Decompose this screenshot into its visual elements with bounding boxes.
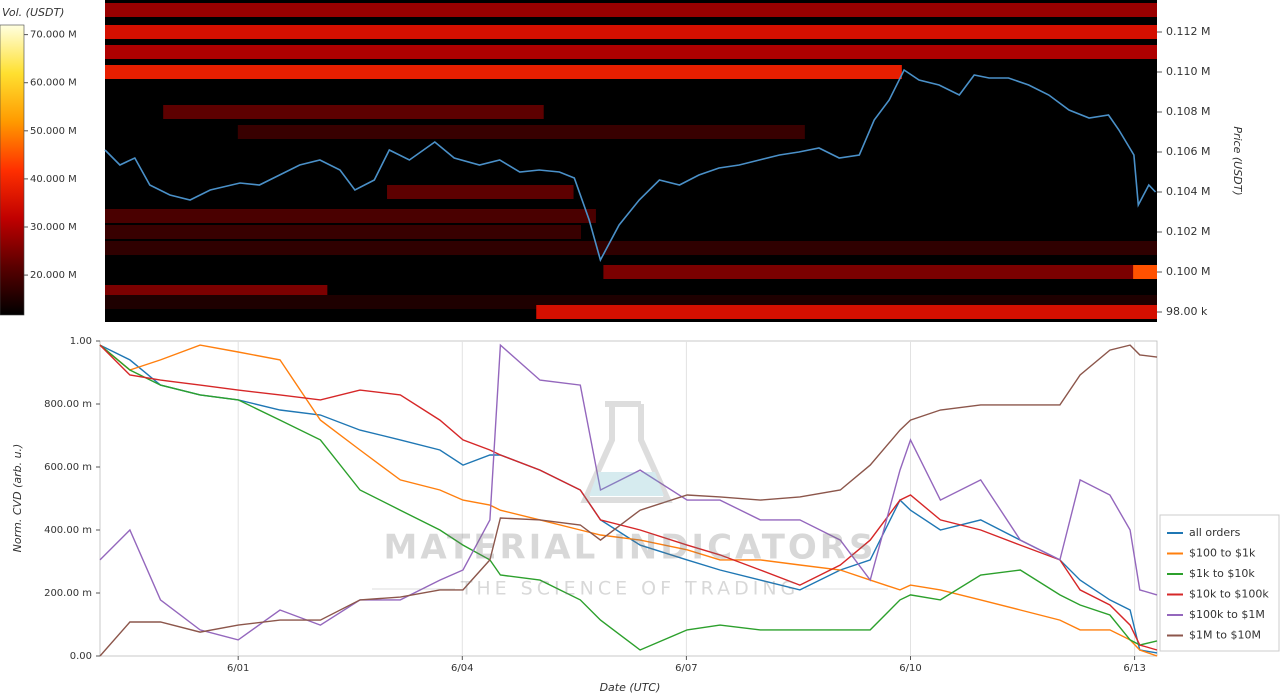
price-line <box>104 68 1157 263</box>
liquidity-band <box>105 65 902 79</box>
liquidity-band <box>105 25 1157 39</box>
price-tick-label: 0.104 M <box>1166 185 1210 198</box>
price-tick-label: 0.100 M <box>1166 265 1210 278</box>
watermark-title: MATERIAL INDICATORS <box>384 528 877 568</box>
legend-label: $1M to $10M <box>1189 629 1261 642</box>
x-axis-label: Date (UTC) <box>600 681 661 694</box>
heatmap <box>104 3 1157 319</box>
liquidity-band <box>603 265 1157 279</box>
y-tick-label: 800.00 m <box>44 399 92 410</box>
watermark: MATERIAL INDICATORS THE SCIENCE OF TRADI… <box>372 401 888 600</box>
legend-label: $100 to $1k <box>1189 547 1256 560</box>
legend-label: $10k to $100k <box>1189 588 1269 601</box>
colorbar-tick-label: 20.000 M <box>30 270 77 281</box>
cvd-line <box>99 344 1158 651</box>
price-tick-label: 0.108 M <box>1166 105 1210 118</box>
x-tick-label: 6/07 <box>675 663 697 674</box>
liquidity-band <box>105 3 1157 17</box>
watermark-icon <box>580 401 673 503</box>
colorbar-tick-label: 60.000 M <box>30 78 77 89</box>
x-tick-label: 6/01 <box>227 663 249 674</box>
liquidity-band <box>105 225 582 239</box>
legend <box>1159 514 1280 652</box>
colorbar-tick-label: 70.000 M <box>30 30 77 41</box>
price-tick-label: 0.110 M <box>1166 65 1210 78</box>
x-tick-label: 6/13 <box>1123 663 1145 674</box>
colorbar-tick-label: 30.000 M <box>30 222 77 233</box>
liquidity-band <box>1133 265 1157 279</box>
cvd-line <box>99 343 1158 641</box>
legend-label: $1k to $10k <box>1189 567 1255 580</box>
price-tick-label: 98.00 k <box>1166 305 1208 318</box>
y-tick-label: 200.00 m <box>44 588 92 599</box>
liquidity-band <box>163 105 544 119</box>
colorbar-tick-label: 50.000 M <box>30 126 77 137</box>
liquidity-band <box>387 185 574 199</box>
x-tick-label: 6/04 <box>451 663 473 674</box>
y-tick-label: 1.00 <box>70 336 92 347</box>
y-tick-label: 400.00 m <box>44 525 92 536</box>
cvd-axis-label: Norm. CVD (arb. u.) <box>11 444 24 553</box>
legend-label: $100k to $1M <box>1189 608 1265 621</box>
cvd-line <box>99 344 1158 657</box>
colorbar <box>0 24 25 316</box>
colorbar-title: Vol. (USDT) <box>2 6 64 19</box>
watermark-icon-fill <box>589 472 664 496</box>
price-tick-label: 0.102 M <box>1166 225 1210 238</box>
liquidity-band <box>105 241 1157 255</box>
cvd-frame <box>99 340 1158 657</box>
watermark-subtitle: THE SCIENCE OF TRADING <box>460 578 800 600</box>
y-tick-label: 0.00 <box>70 651 92 662</box>
colorbar-tick-label: 40.000 M <box>30 174 77 185</box>
legend-label: all orders <box>1189 526 1241 539</box>
price-axis-label: Price (USDT) <box>1231 126 1244 195</box>
price-tick-label: 0.106 M <box>1166 145 1210 158</box>
cvd-line <box>99 344 1158 657</box>
liquidity-band <box>105 45 1157 59</box>
liquidity-band <box>237 125 805 139</box>
cvd-line <box>99 344 1158 651</box>
x-tick-label: 6/10 <box>899 663 921 674</box>
liquidity-band <box>536 305 1157 319</box>
y-tick-label: 600.00 m <box>44 462 92 473</box>
price-tick-label: 0.112 M <box>1166 25 1210 38</box>
liquidity-band <box>105 209 596 223</box>
